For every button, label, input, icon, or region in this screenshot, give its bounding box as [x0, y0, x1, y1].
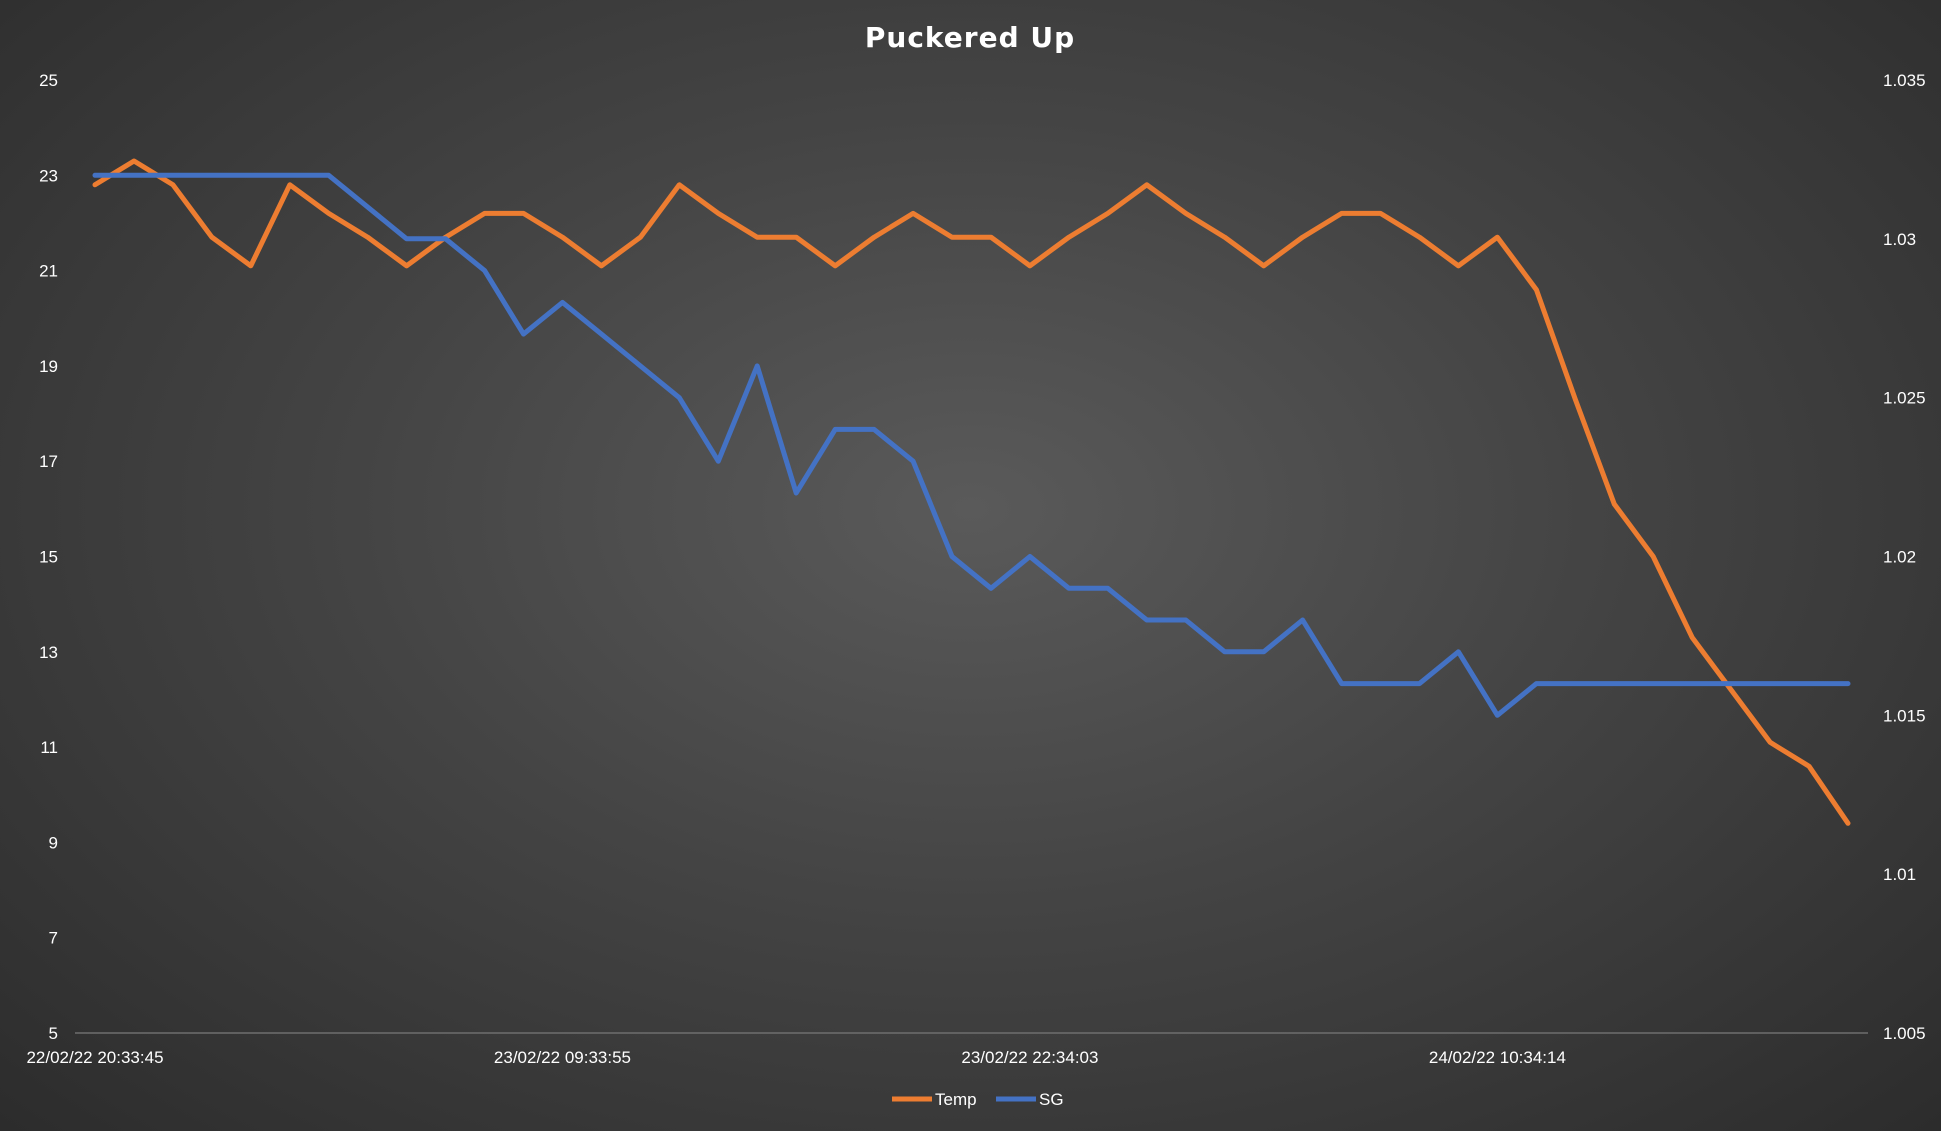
- x-tick-label: 23/02/22 22:34:03: [961, 1048, 1098, 1067]
- x-tick-label: 24/02/22 10:34:14: [1429, 1048, 1566, 1067]
- y2-tick-label: 1.015: [1883, 706, 1926, 725]
- y-tick-label: 21: [39, 262, 58, 281]
- x-axis-ticks: 22/02/22 20:33:45 23/02/22 09:33:55 23/02/…: [26, 1048, 1565, 1067]
- left-axis-ticks: 5 7 9 11 13 15 17 19 21 23 25: [39, 71, 58, 1043]
- y-tick-label: 17: [39, 452, 58, 471]
- y-tick-label: 23: [39, 166, 58, 185]
- y-tick-label: 9: [49, 833, 58, 852]
- y-tick-label: 19: [39, 357, 58, 376]
- series-line-temp: [92, 158, 1851, 826]
- y-tick-label: 13: [39, 643, 58, 662]
- chart-title: Puckered Up: [865, 21, 1075, 54]
- y-tick-label: 7: [49, 929, 58, 948]
- right-axis-ticks: 1.005 1.01 1.015 1.02 1.025 1.03 1.035: [1883, 71, 1926, 1043]
- x-tick-label: 22/02/22 20:33:45: [26, 1048, 163, 1067]
- y-tick-label: 5: [49, 1024, 58, 1043]
- x-tick-label: 23/02/22 09:33:55: [494, 1048, 631, 1067]
- y2-tick-label: 1.025: [1883, 389, 1926, 408]
- y-tick-label: 15: [39, 548, 58, 567]
- series-line-sg: [92, 172, 1851, 718]
- y-tick-label: 11: [40, 738, 58, 757]
- legend: Temp SG: [892, 1090, 1064, 1109]
- y2-tick-label: 1.005: [1883, 1024, 1926, 1043]
- y2-tick-label: 1.03: [1883, 230, 1916, 249]
- legend-label-temp: Temp: [935, 1090, 977, 1109]
- y2-tick-label: 1.02: [1883, 548, 1916, 567]
- y2-tick-label: 1.035: [1883, 71, 1926, 90]
- y2-tick-label: 1.01: [1883, 865, 1916, 884]
- legend-label-sg: SG: [1039, 1090, 1064, 1109]
- y-tick-label: 25: [39, 71, 58, 90]
- series-lines: [92, 158, 1851, 826]
